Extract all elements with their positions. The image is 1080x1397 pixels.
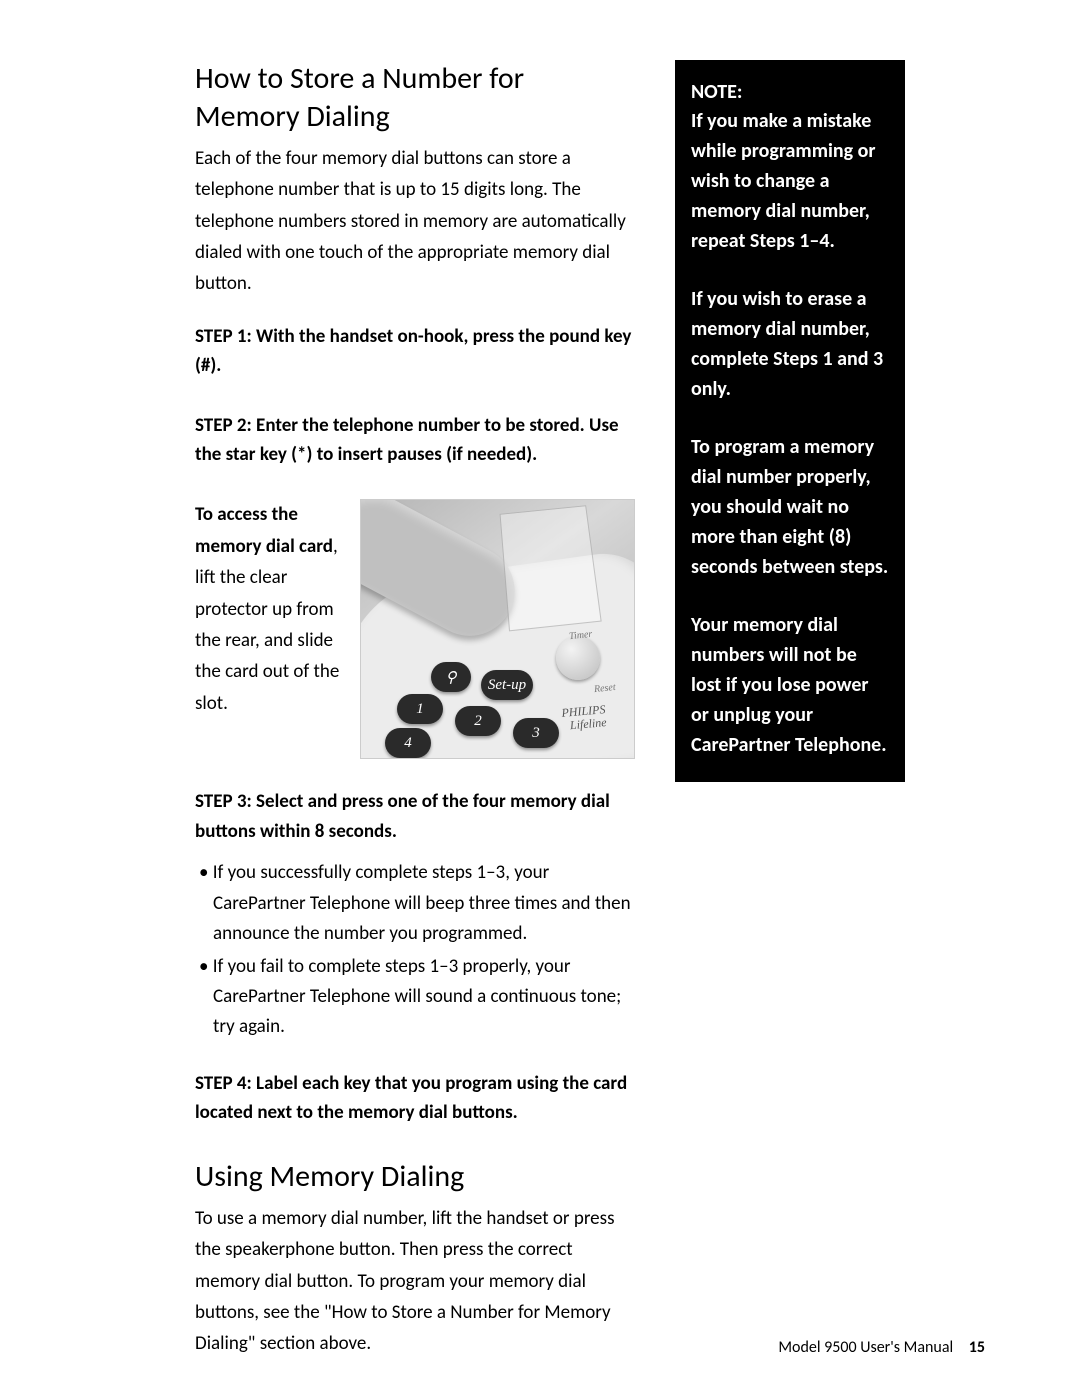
keypad-2: 2 bbox=[455, 706, 501, 736]
page-footer: Model 9500 User's Manual 15 bbox=[778, 1338, 985, 1357]
note-paragraph-2: If you wish to erase a memory dial numbe… bbox=[691, 284, 889, 404]
step-3: STEP 3: Select and press one of the four… bbox=[195, 787, 635, 846]
footer-text: Model 9500 User's Manual bbox=[778, 1338, 953, 1357]
heading-using-memory: Using Memory Dialing bbox=[195, 1158, 635, 1196]
step-2: STEP 2: Enter the telephone number to be… bbox=[195, 411, 635, 470]
keypad-4: 4 bbox=[385, 728, 431, 758]
step3-bullets: If you successfully complete steps 1–3, … bbox=[195, 858, 635, 1042]
note-title: NOTE: bbox=[691, 78, 889, 106]
step-4: STEP 4: Label each key that you program … bbox=[195, 1069, 635, 1128]
access-card-row: To access the memory dial card, lift the… bbox=[195, 499, 635, 759]
step-1: STEP 1: With the handset on-hook, press … bbox=[195, 322, 635, 381]
bullet-fail: If you fail to complete steps 1–3 proper… bbox=[195, 952, 635, 1043]
intro-paragraph: Each of the four memory dial buttons can… bbox=[195, 143, 635, 300]
keypad-1: 1 bbox=[397, 694, 443, 724]
page-content: How to Store a Number for Memory Dialing… bbox=[195, 60, 985, 1382]
note-sidebar: NOTE: If you make a mistake while progra… bbox=[675, 60, 905, 782]
note-paragraph-1: If you make a mistake while programming … bbox=[691, 106, 889, 256]
heading-store-number: How to Store a Number for Memory Dialing bbox=[195, 60, 635, 135]
memory-card-protector bbox=[500, 506, 602, 632]
page-number: 15 bbox=[969, 1338, 985, 1357]
access-card-bold: To access the memory dial card bbox=[195, 503, 333, 557]
main-column: How to Store a Number for Memory Dialing… bbox=[195, 60, 635, 1382]
brand-label: PHILIPS Lifeline bbox=[561, 703, 607, 732]
help-key-icon: ⚲ bbox=[431, 662, 471, 692]
keypad-3: 3 bbox=[513, 718, 559, 748]
access-card-rest: , lift the clear protector up from the r… bbox=[195, 535, 339, 715]
using-memory-paragraph: To use a memory dial number, lift the ha… bbox=[195, 1203, 635, 1360]
setup-key: Set-up bbox=[481, 670, 533, 700]
bullet-success: If you successfully complete steps 1–3, … bbox=[195, 858, 635, 949]
note-paragraph-3: To program a memory dial number properly… bbox=[691, 432, 889, 582]
access-card-text: To access the memory dial card, lift the… bbox=[195, 499, 340, 718]
note-paragraph-4: Your memory dial numbers will not be los… bbox=[691, 610, 889, 760]
telephone-photo: Timer Reset PHILIPS Lifeline ⚲ Set-up 1 … bbox=[360, 499, 635, 759]
